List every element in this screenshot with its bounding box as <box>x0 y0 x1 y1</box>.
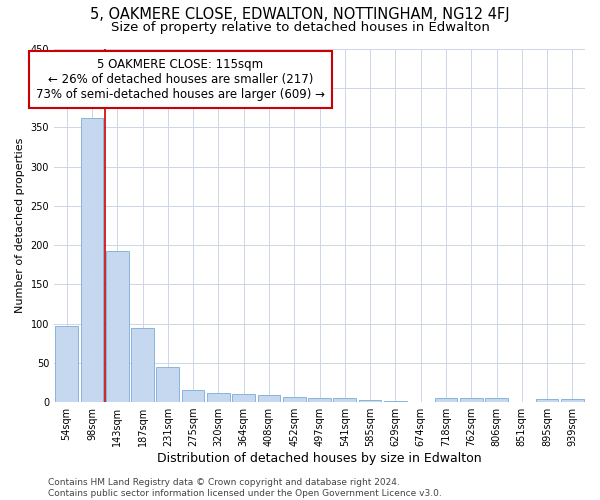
Bar <box>384 400 407 402</box>
Bar <box>182 390 205 402</box>
Bar <box>536 399 559 402</box>
Bar <box>157 367 179 402</box>
Text: 5 OAKMERE CLOSE: 115sqm
← 26% of detached houses are smaller (217)
73% of semi-d: 5 OAKMERE CLOSE: 115sqm ← 26% of detache… <box>36 58 325 102</box>
Bar <box>308 398 331 402</box>
Bar <box>359 400 382 402</box>
Bar <box>55 326 78 402</box>
Bar <box>257 395 280 402</box>
Bar <box>485 398 508 402</box>
Y-axis label: Number of detached properties: Number of detached properties <box>15 138 25 313</box>
Bar <box>207 392 230 402</box>
Text: 5, OAKMERE CLOSE, EDWALTON, NOTTINGHAM, NG12 4FJ: 5, OAKMERE CLOSE, EDWALTON, NOTTINGHAM, … <box>90 8 510 22</box>
Text: Contains HM Land Registry data © Crown copyright and database right 2024.
Contai: Contains HM Land Registry data © Crown c… <box>48 478 442 498</box>
Bar <box>106 250 128 402</box>
Bar <box>434 398 457 402</box>
Bar <box>561 399 584 402</box>
X-axis label: Distribution of detached houses by size in Edwalton: Distribution of detached houses by size … <box>157 452 482 465</box>
Bar <box>460 398 482 402</box>
Bar <box>232 394 255 402</box>
Bar <box>80 118 103 402</box>
Bar <box>334 398 356 402</box>
Bar <box>131 328 154 402</box>
Text: Size of property relative to detached houses in Edwalton: Size of property relative to detached ho… <box>110 22 490 35</box>
Bar <box>283 396 305 402</box>
